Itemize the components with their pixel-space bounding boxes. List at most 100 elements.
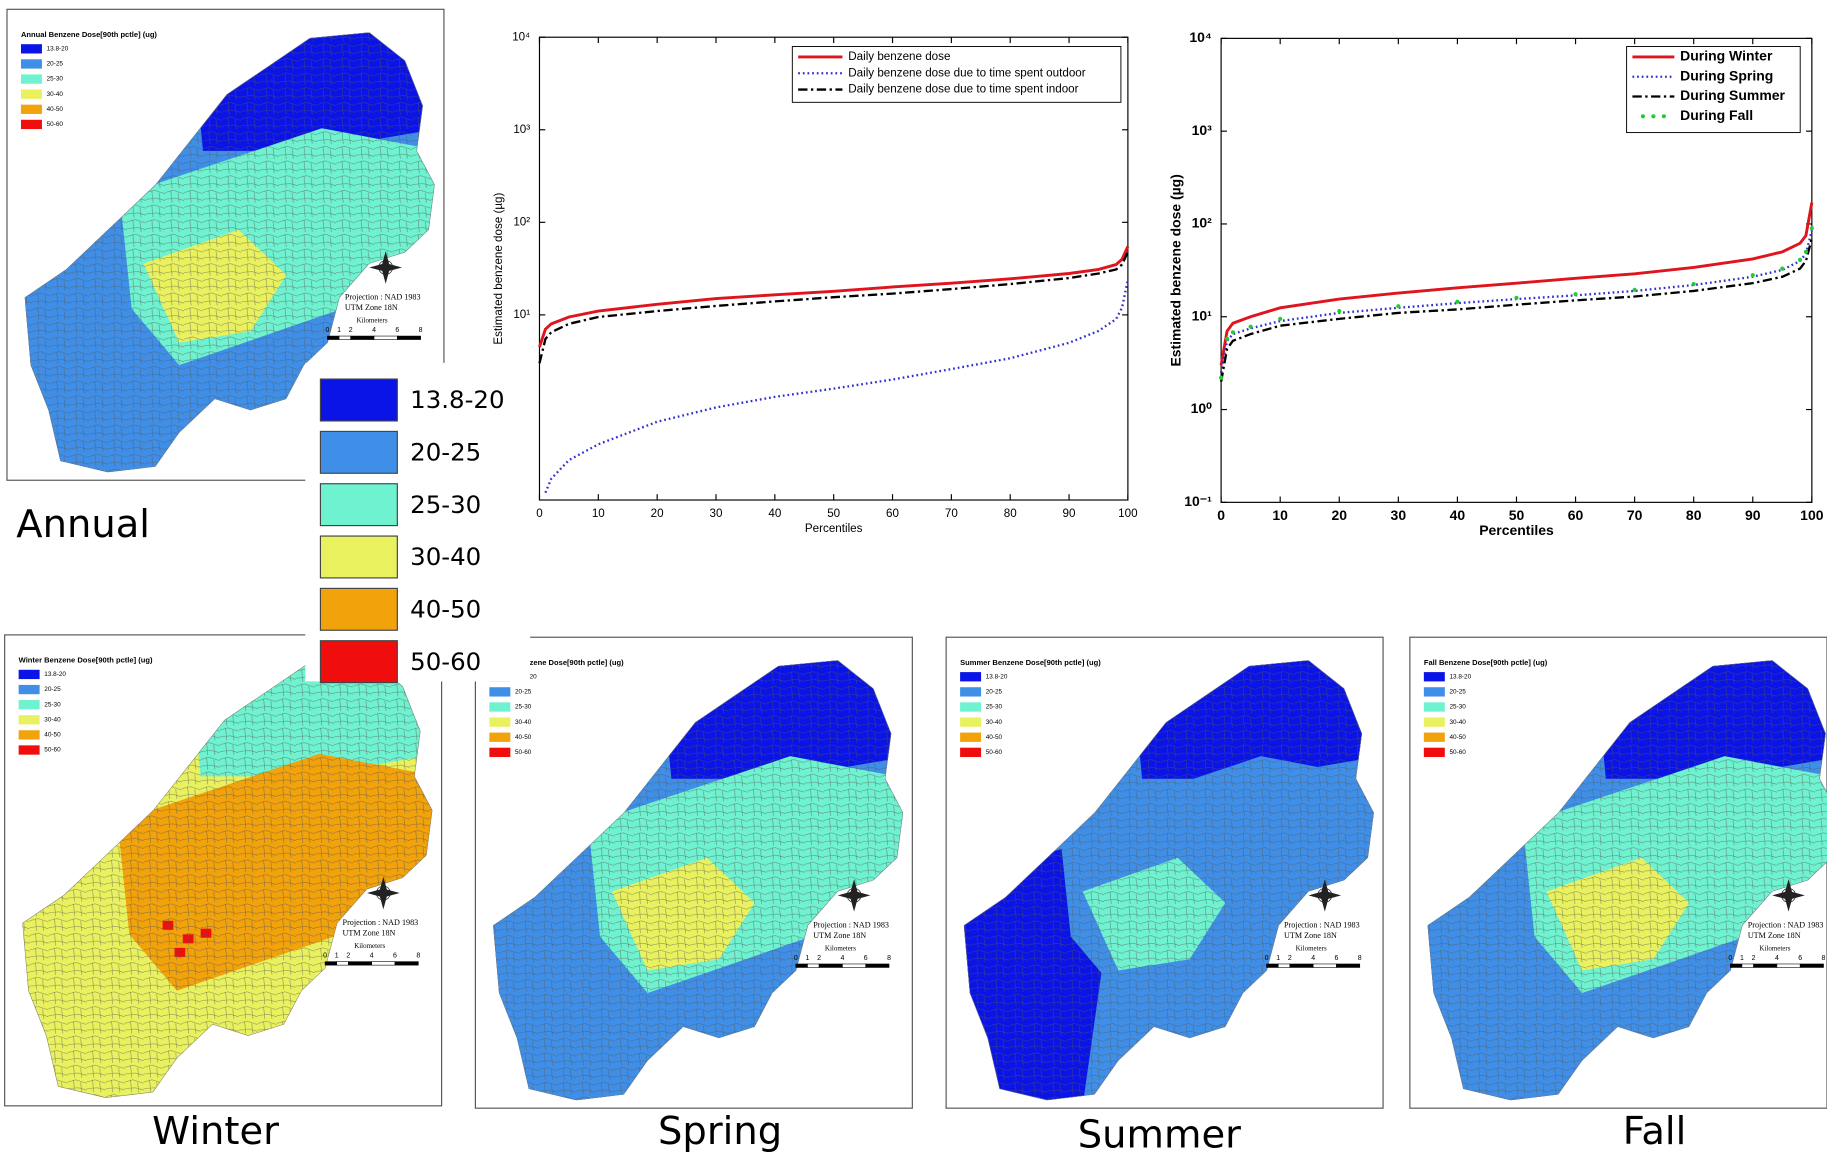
y-tick-label: 10¹ (1192, 307, 1213, 323)
projection-text: UTM Zone 18N (345, 303, 398, 312)
map-legend-swatch (960, 747, 982, 757)
scale-tick-label: 8 (1822, 955, 1826, 962)
compass-ring (1317, 888, 1333, 903)
chart: 0 10 20 30 40 50 60 70 80 90 100 10¹ 10² 10³ 10⁴ Percen… (492, 30, 1138, 535)
compass-star (367, 876, 400, 910)
map-panel: Spring Benzene Dose[90th pctle] (ug)13.8… (474, 636, 913, 1109)
big-legend-swatch (319, 640, 398, 684)
scale-bar-segment (371, 961, 396, 966)
scale-bar-segment (818, 963, 843, 968)
scale-tick-label: 8 (419, 327, 423, 334)
scale-title: Kilometers (354, 942, 385, 950)
legend-box (1626, 46, 1801, 134)
scale-bar-segment (1776, 963, 1801, 968)
map-legend-swatch (18, 669, 40, 680)
map-legend-label: 25-30 (47, 76, 64, 83)
data-point (1803, 249, 1809, 254)
x-tick-label: 10 (1272, 507, 1288, 523)
x-tick-label: 90 (1063, 507, 1076, 520)
compass-star (1308, 879, 1342, 912)
map-legend-swatch (20, 119, 42, 130)
map-legend-label: 40-50 (986, 734, 1003, 741)
scale-bar-segment (397, 335, 421, 340)
scale-tick-label: 0 (323, 953, 327, 960)
legend-box (791, 46, 1122, 103)
x-tick-label: 30 (1391, 507, 1407, 523)
map-panel: Summer Benzene Dose[90th pctle] (ug) 13.8… (945, 636, 1384, 1109)
data-point (1455, 299, 1460, 304)
projection-text: Projection : NAD 1983 (813, 920, 889, 929)
data-point (1224, 336, 1230, 341)
scale-title: Kilometers (357, 317, 388, 325)
compass-ring (1781, 888, 1796, 903)
legend-label: During Summer (1680, 87, 1785, 103)
map-legend-swatch (20, 74, 42, 84)
map-legend-label: 40-50 (1449, 734, 1466, 741)
map-legend-swatch (489, 732, 511, 742)
map-legend-label: 13.8-20 (44, 671, 66, 678)
scale-bar-segment (1312, 963, 1337, 968)
data-point (1780, 266, 1785, 271)
compass-ring (846, 888, 862, 903)
legend-marker (1661, 114, 1666, 119)
map-panel: Winter Benzene Dose[90th pctle] (ug) 13.8… (4, 634, 443, 1107)
map-legend-swatch (1423, 687, 1445, 697)
scale-tick-label: 1 (337, 327, 341, 334)
map-legend-swatch (1423, 732, 1445, 742)
map-caption: Fall (1623, 1109, 1687, 1154)
data-point (1396, 304, 1401, 309)
compass (367, 876, 400, 910)
y-tick-label: 10² (513, 215, 530, 228)
data-point (1691, 281, 1696, 287)
map-legend-label: 13.8-20 (47, 46, 69, 53)
map-legend-swatch (489, 717, 511, 727)
map-shape (1427, 660, 1827, 1101)
map-legend-label: 20-25 (1449, 689, 1466, 696)
map-legend-swatch (489, 702, 511, 712)
scale-tick-label: 4 (370, 953, 374, 960)
map-legend-label: 30-40 (1449, 719, 1466, 726)
map-caption: Spring (658, 1109, 782, 1154)
map-legend-label: 50-60 (47, 121, 64, 128)
scale-tick-label: 4 (1775, 955, 1779, 962)
map-legend-label: 50-60 (44, 747, 61, 754)
scale-bar-segment (842, 963, 867, 968)
scale-tick-label: 6 (393, 953, 397, 960)
map-legend-swatch (1423, 672, 1445, 682)
scale-tick-label: 0 (1728, 955, 1732, 962)
map-legend-swatch (18, 715, 40, 725)
chart: 0 10 20 30 40 50 60 70 80 90 100 10⁻¹ 10⁰ 10¹ 10² 10³ 10… (1168, 29, 1824, 538)
map-panel: Fall Benzene Dose[90th pctle] (ug) 13.8-2… (1409, 636, 1827, 1109)
scale-bar-segment (394, 961, 419, 966)
scale-tick-label: 1 (806, 955, 810, 962)
map-legend-swatch (18, 700, 40, 710)
scale-tick-label: 2 (817, 955, 821, 962)
plot-lines (538, 245, 1130, 494)
data-point (1797, 257, 1803, 262)
big-legend-label: 13.8-20 (410, 385, 504, 414)
scale-bar-segment (350, 335, 375, 340)
scale-tick-label: 1 (1740, 955, 1744, 962)
x-tick-label: 0 (1217, 507, 1225, 523)
scale-tick-label: 8 (416, 953, 420, 960)
data-point (1514, 295, 1519, 300)
legend-label: During Fall (1680, 107, 1753, 123)
data-point (1573, 292, 1578, 297)
big-legend-swatch (319, 378, 398, 422)
map-legend-label: 30-40 (44, 716, 61, 723)
map-caption: Summer (1078, 1113, 1241, 1157)
scale-tick-label: 1 (1276, 955, 1280, 962)
big-legend-label: 20-25 (410, 438, 481, 467)
big-legend-label: 50-60 (410, 647, 481, 676)
map-legend-label: 20-25 (44, 686, 61, 693)
scale-bar-segment (1336, 963, 1361, 968)
projection-text: UTM Zone 18N (343, 929, 396, 938)
map-legend-label: 25-30 (44, 701, 61, 708)
map-legend-swatch (20, 89, 42, 99)
x-tick-label: 30 (710, 507, 723, 520)
scale-title: Kilometers (825, 944, 856, 952)
x-tick-label: 40 (1450, 507, 1466, 523)
scale-bar-segment (324, 961, 338, 966)
